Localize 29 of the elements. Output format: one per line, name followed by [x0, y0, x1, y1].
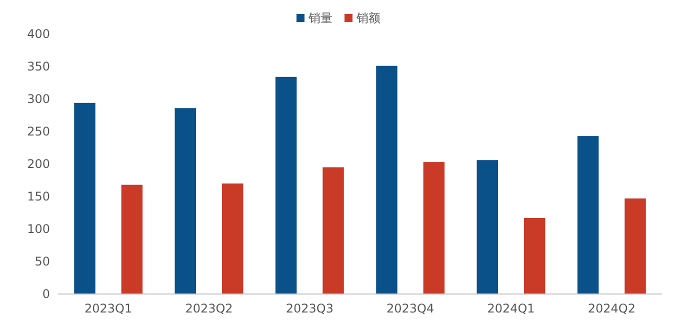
bar	[524, 218, 546, 294]
x-tick-label: 2023Q3	[286, 302, 334, 316]
bar	[376, 66, 398, 294]
x-tick-label: 2023Q1	[84, 302, 132, 316]
bar	[74, 102, 96, 294]
bar	[322, 167, 344, 294]
bar	[476, 160, 498, 294]
y-tick-label: 400	[27, 26, 50, 41]
y-tick-label: 100	[27, 222, 50, 236]
x-tick-label: 2023Q4	[386, 302, 434, 316]
bar	[275, 76, 297, 294]
x-tick-label: 2023Q2	[185, 302, 233, 316]
legend-label: 销额	[356, 11, 380, 25]
bar	[121, 184, 143, 294]
y-tick-label: 250	[27, 124, 50, 138]
y-tick-label: 350	[27, 59, 50, 74]
x-tick-label: 2024Q2	[588, 302, 636, 316]
bar	[423, 162, 445, 294]
y-tick-label: 50	[34, 254, 50, 268]
y-tick-label: 150	[27, 189, 50, 204]
y-tick-label: 200	[27, 156, 50, 171]
y-tick-label: 300	[27, 92, 50, 106]
bar	[577, 136, 599, 294]
bar	[174, 108, 196, 294]
legend-label: 销量	[308, 11, 332, 25]
x-tick-label: 2024Q1	[487, 302, 535, 316]
bar	[624, 198, 646, 294]
y-tick-label: 0	[42, 286, 50, 301]
bar	[222, 184, 244, 294]
